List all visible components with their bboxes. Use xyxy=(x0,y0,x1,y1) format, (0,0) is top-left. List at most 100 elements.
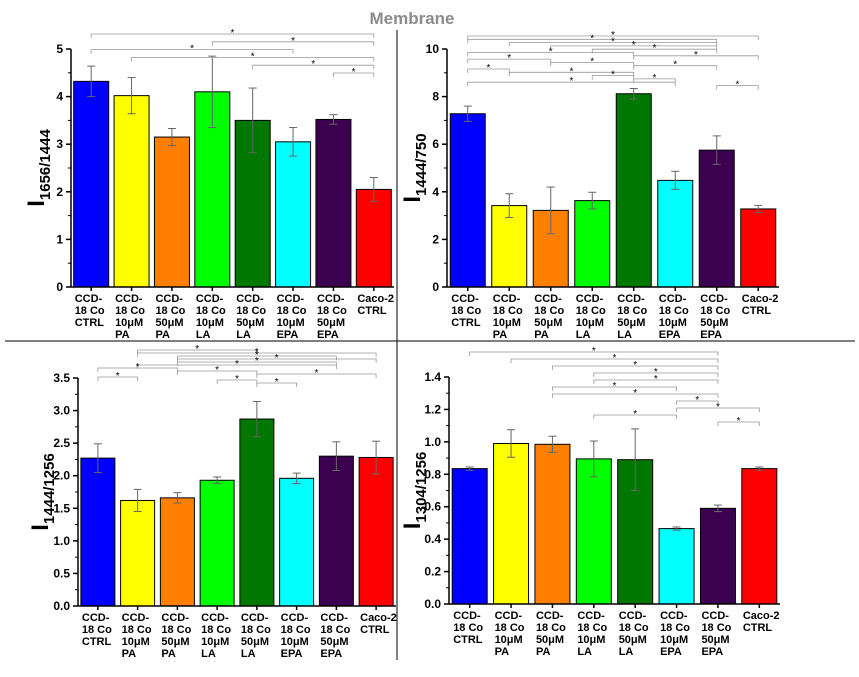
x-category-label: CCD-18 Co 10μM PA xyxy=(115,293,145,341)
x-category-label-line: 18 Co xyxy=(317,305,347,317)
x-category-label-line: 50μM xyxy=(534,317,562,329)
x-category-label-line: PA xyxy=(534,329,549,341)
significance-bracket xyxy=(211,41,375,46)
x-category-label-line: CCD- xyxy=(122,612,150,624)
x-category-label: CCD-18 Co 50μM PA xyxy=(155,293,185,341)
significance-bracket xyxy=(593,379,719,384)
significance-bracket xyxy=(550,62,635,67)
significance-star: * xyxy=(275,377,279,388)
x-category-label: CCD-18 Co CTRL xyxy=(453,610,483,646)
y-tick-label: 1.5 xyxy=(53,501,70,515)
y-tick-label: 0.8 xyxy=(424,467,441,481)
significance-bracket xyxy=(176,355,337,360)
significance-bracket xyxy=(176,358,377,363)
x-category-label-line: 50μM xyxy=(536,634,564,646)
x-category-label: CCD-18 Co 10μM EPA xyxy=(277,293,307,341)
x-category-label-line: CCD- xyxy=(701,610,729,622)
bar xyxy=(355,188,392,288)
x-category-label: CCD-18 Co 50μM EPA xyxy=(320,612,350,660)
bar xyxy=(698,149,735,288)
x-category-label-line: CCD- xyxy=(534,293,562,305)
significance-star: * xyxy=(507,53,511,64)
y-axis-label-main: I xyxy=(23,200,50,207)
x-category-label-line: PA xyxy=(495,646,510,658)
significance-star: * xyxy=(190,44,194,55)
significance-star: * xyxy=(654,367,658,378)
x-category-label-line: CCD- xyxy=(617,293,645,305)
y-tick-label: 2 xyxy=(432,232,439,246)
x-category-label-line: 18 Co xyxy=(451,305,481,317)
x-category-label-line: 10μM xyxy=(576,317,604,329)
x-category-label-line: LA xyxy=(201,648,216,660)
x-category-label-line: 18 Co xyxy=(196,305,226,317)
x-category-label-line: CCD- xyxy=(196,293,224,305)
y-tick-label: 2.5 xyxy=(53,436,70,450)
y-axis-label: I1444/1256 xyxy=(27,453,58,531)
x-category-label: CCD-18 Co CTRL xyxy=(75,293,105,329)
significance-star: * xyxy=(613,353,617,364)
x-category-label-line: LA xyxy=(577,646,592,658)
bar xyxy=(315,118,352,288)
x-category-label-line: CCD- xyxy=(317,293,345,305)
x-category-label-line: EPA xyxy=(660,646,682,658)
x-category-label-line: 50μM xyxy=(619,634,647,646)
significance-star: * xyxy=(487,63,491,74)
significance-bracket xyxy=(591,48,718,54)
x-category-label-line: PA xyxy=(493,329,508,341)
x-category-label-line: CTRL xyxy=(453,634,483,646)
y-axis-label-main: I xyxy=(399,196,426,203)
x-category-label: Caco-2 CTRL xyxy=(743,610,780,634)
x-category-label-line: 18 Co xyxy=(115,305,145,317)
significance-bracket xyxy=(216,379,258,384)
y-tick-label: 0.6 xyxy=(424,500,441,514)
x-category-label-line: 18 Co xyxy=(534,305,564,317)
x-category-label: CCD-18 Co 10μM LA xyxy=(576,293,606,341)
bar xyxy=(239,418,275,607)
significance-bracket xyxy=(90,33,375,38)
y-tick-label: 1.2 xyxy=(424,402,441,416)
significance-bracket xyxy=(256,373,377,378)
significance-bracket xyxy=(97,376,139,381)
significance-bracket xyxy=(552,386,677,391)
significance-bracket xyxy=(137,364,337,369)
significance-star: * xyxy=(611,70,615,81)
x-category-label-line: CCD- xyxy=(451,293,479,305)
x-category-label: CCD-18 Co 50μM EPA xyxy=(701,610,731,658)
x-category-label-line: LA xyxy=(196,329,211,341)
x-category-label-line: 18 Co xyxy=(577,622,607,634)
significance-bracket xyxy=(469,351,719,356)
x-category-label-line: LA xyxy=(617,329,632,341)
x-category-label-line: CCD- xyxy=(201,612,229,624)
x-category-label-line: CCD- xyxy=(82,612,110,624)
significance-bracket xyxy=(593,372,719,377)
significance-star: * xyxy=(694,50,698,61)
bar xyxy=(80,457,116,607)
x-category-label-line: CTRL xyxy=(75,317,105,329)
x-category-label-line: 10μM xyxy=(115,317,143,329)
figure-title: Membrane xyxy=(369,9,454,28)
x-category-label-line: 18 Co xyxy=(241,624,271,636)
x-category-label: CCD-18 Co 10μM EPA xyxy=(660,610,690,658)
x-category-label-line: 50μM xyxy=(320,636,348,648)
x-category-label-line: 50μM xyxy=(317,317,345,329)
x-category-label: CCD-18 Co 50μM EPA xyxy=(317,293,347,341)
y-tick-label: 2 xyxy=(56,185,63,199)
significance-star: * xyxy=(352,67,356,78)
x-category-label-line: CCD- xyxy=(115,293,143,305)
bar xyxy=(741,468,778,605)
x-category-label-line: 18 Co xyxy=(281,624,311,636)
x-category-label-line: EPA xyxy=(320,648,342,660)
x-category-label-line: CCD- xyxy=(659,293,687,305)
x-category-label-line: 18 Co xyxy=(201,624,231,636)
significance-bracket xyxy=(467,68,510,73)
x-category-label-line: CCD- xyxy=(493,293,521,305)
significance-bracket xyxy=(716,85,759,90)
significance-star: * xyxy=(673,60,677,71)
x-category-label-line: CCD- xyxy=(161,612,189,624)
significance-star: * xyxy=(590,56,594,67)
x-category-label-line: 18 Co xyxy=(536,622,566,634)
bar xyxy=(159,497,195,607)
significance-bracket xyxy=(552,365,719,370)
